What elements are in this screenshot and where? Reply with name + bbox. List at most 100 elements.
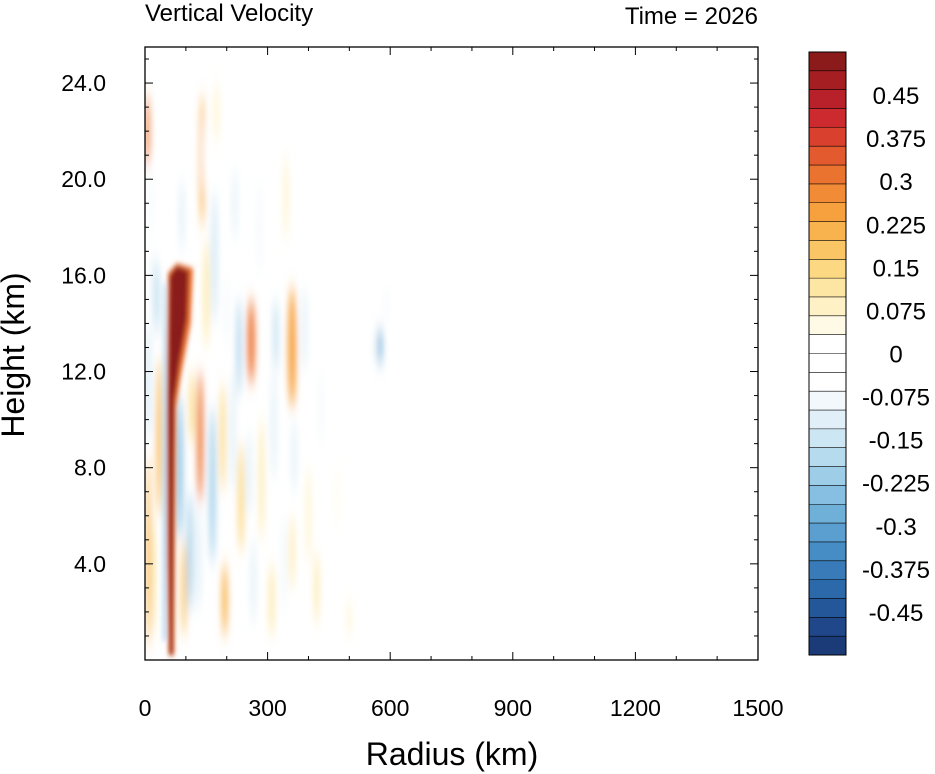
field-streak [306, 155, 311, 240]
field-streak [246, 431, 252, 516]
field-streak [314, 551, 319, 624]
colorbar-swatch [809, 108, 846, 128]
field-streak [232, 167, 237, 240]
field-streak [306, 467, 311, 564]
colorbar-swatch [809, 428, 846, 449]
x-tick-label-1500: 1500 [732, 695, 783, 721]
colorbar-label-neg0.3: -0.3 [875, 514, 916, 541]
colorbar-swatch [809, 598, 846, 618]
plot-area [145, 47, 758, 660]
colorbar-swatch [809, 296, 846, 317]
field-streak [230, 371, 236, 492]
field-streak [288, 287, 297, 408]
field-streak [195, 503, 201, 612]
field-streak [273, 299, 278, 372]
field-streak [220, 383, 226, 492]
colorbar-label-0.075: 0.075 [866, 298, 926, 325]
field-streak [149, 167, 153, 240]
colorbar-label-neg0.375: -0.375 [862, 557, 930, 584]
y-tick-label-20: 20.0 [61, 166, 106, 192]
field-streak [189, 371, 195, 444]
colorbar-swatch [809, 447, 846, 467]
colorbar-labels: 0.45 0.375 0.3 0.225 0.15 0.075 0 -0.075… [862, 83, 930, 627]
axis-ticks [144, 47, 759, 660]
colorbar-swatch [809, 636, 846, 656]
colorbar-swatch [809, 391, 846, 411]
colorbar-swatch [809, 504, 846, 524]
field-streak [181, 539, 187, 636]
field-streak [155, 263, 160, 336]
field-streak [250, 539, 256, 624]
field-streak [347, 599, 351, 636]
field-streak [384, 287, 388, 324]
x-tick-label-900: 900 [494, 695, 532, 721]
x-tick-label-300: 300 [248, 695, 286, 721]
colorbar-label-neg0.225: -0.225 [862, 471, 930, 498]
colorbar-swatch [809, 579, 846, 599]
y-tick-label-4: 4.0 [74, 551, 106, 577]
field-streak [377, 328, 383, 365]
chart-title-left: Vertical Velocity [145, 0, 313, 27]
colorbar-swatch [809, 259, 846, 279]
x-tick-labels: 0 300 600 900 1200 1500 [139, 695, 784, 721]
field-streak [404, 347, 409, 384]
field-streak [203, 239, 209, 348]
field-streak [247, 299, 255, 384]
colorbar-label-neg0.45: -0.45 [869, 600, 924, 627]
colorbar-label-0.45: 0.45 [873, 83, 920, 110]
plot-background [145, 47, 758, 660]
colorbar-swatch [809, 315, 846, 336]
x-tick-label-0: 0 [139, 695, 152, 721]
colorbar-label-0.225: 0.225 [866, 212, 926, 239]
y-tick-label-12: 12.0 [61, 359, 106, 385]
colorbar-swatch [809, 466, 846, 486]
field-streak [156, 359, 162, 516]
field-streak [301, 287, 307, 372]
field-streak [257, 179, 262, 276]
colorbar-swatch [809, 560, 846, 581]
colorbar-label-neg0.15: -0.15 [869, 428, 924, 455]
field-streak [335, 467, 339, 528]
velocity-field-soft [145, 83, 433, 648]
field-streak [238, 443, 244, 552]
colorbar-swatch [809, 372, 846, 392]
plot-frame [144, 46, 759, 661]
y-tick-label-16: 16.0 [61, 262, 106, 288]
field-streak [271, 371, 277, 480]
field-streak [269, 563, 275, 636]
colorbar-swatch [809, 221, 846, 241]
colorbar-swatch [809, 165, 846, 185]
field-streak [151, 251, 157, 324]
y-tick-label-8: 8.0 [74, 455, 106, 481]
chart-title-right: Time = 2026 [625, 3, 758, 30]
colorbar-swatch [809, 202, 846, 222]
field-streak [146, 323, 151, 444]
field-streak [291, 419, 297, 492]
field-streak [283, 155, 289, 240]
colorbar-swatch [809, 523, 846, 543]
colorbar-label-0.375: 0.375 [866, 126, 926, 153]
eyewall-updraft [167, 265, 189, 656]
eye-subsidence [163, 280, 166, 641]
field-streak [318, 371, 323, 444]
field-streak [236, 299, 242, 396]
field-streak [197, 371, 204, 504]
colorbar-swatch [809, 410, 846, 430]
y-axis-title: Height (km) [0, 272, 31, 437]
colorbar-swatch [809, 183, 846, 204]
colorbar-swatch [809, 240, 846, 260]
field-streak [202, 119, 207, 192]
colorbar-swatch [809, 485, 846, 505]
field-streak [224, 275, 229, 348]
velocity-field-core [163, 263, 194, 656]
field-streak [146, 455, 151, 648]
field-streak [187, 491, 193, 612]
colorbar-swatch [809, 278, 846, 298]
colorbar-swatch [809, 541, 846, 562]
colorbar-swatch [809, 127, 846, 147]
colorbar-swatch [809, 353, 846, 373]
y-tick-label-24: 24.0 [61, 70, 106, 96]
colorbar [808, 51, 847, 656]
x-axis-title: Radius (km) [366, 736, 538, 772]
